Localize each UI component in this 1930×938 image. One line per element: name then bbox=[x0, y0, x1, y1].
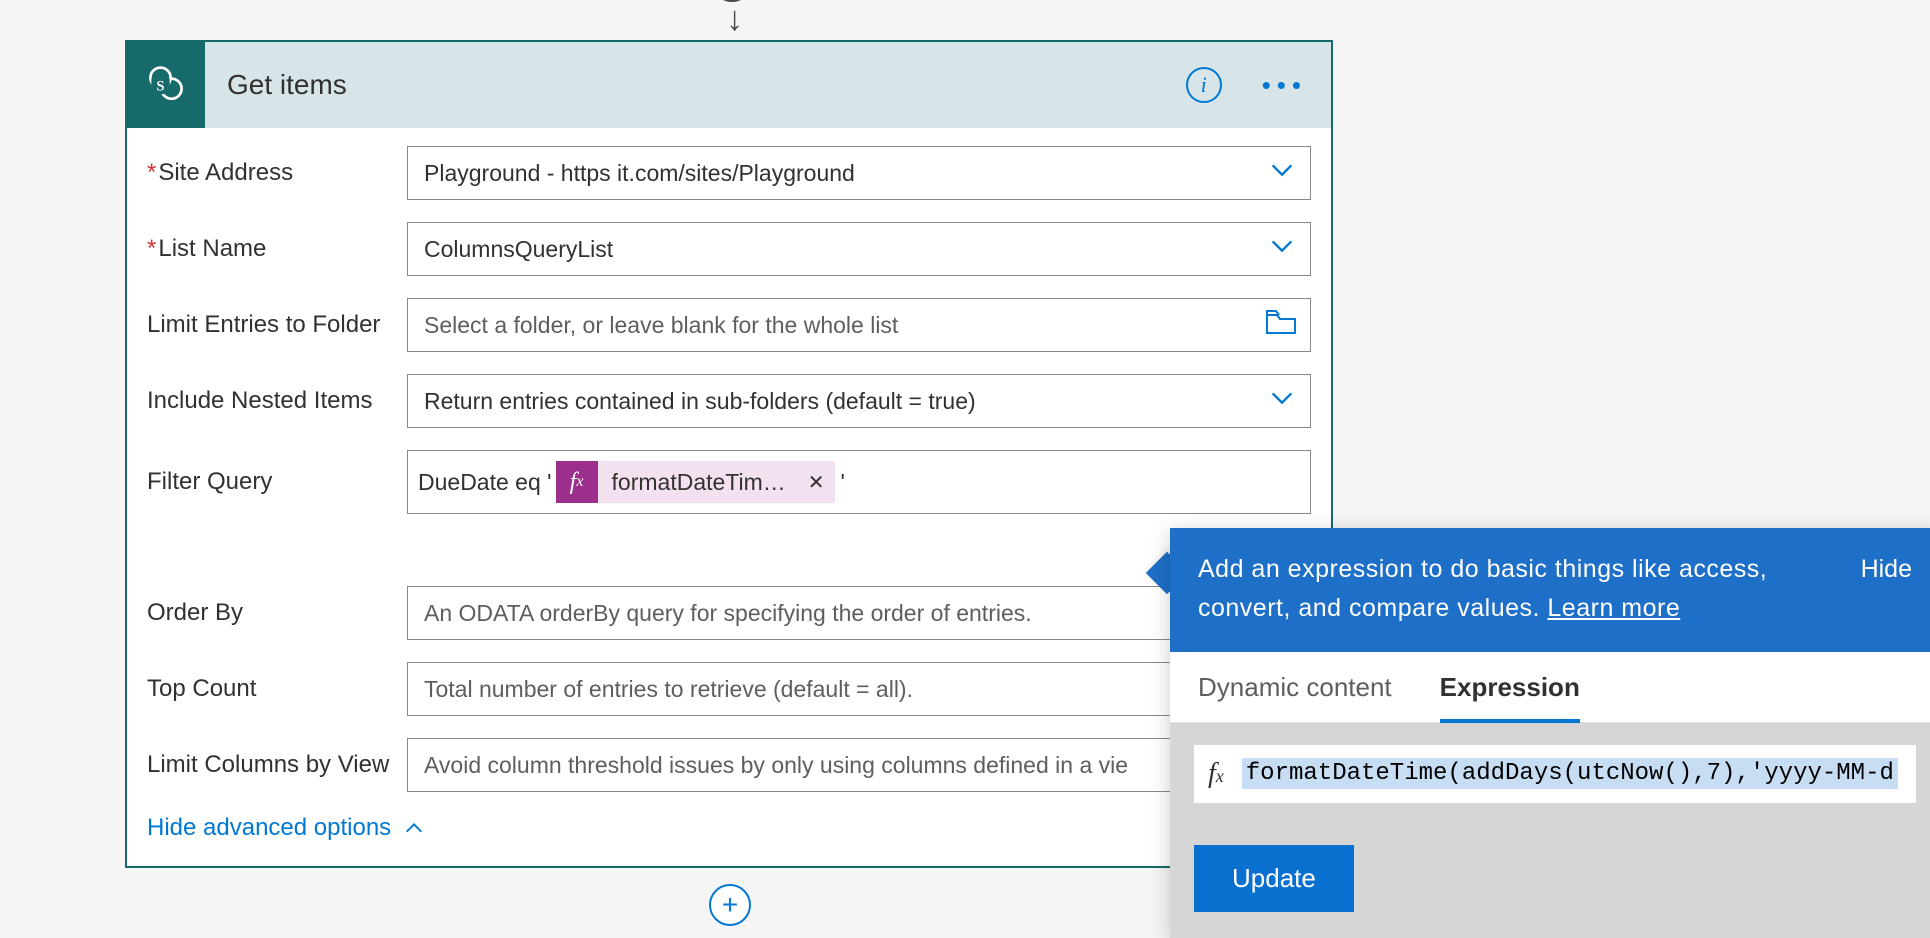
chevron-down-icon[interactable] bbox=[1268, 232, 1296, 266]
more-icon[interactable]: ••• bbox=[1262, 70, 1307, 101]
action-header[interactable]: S Get items i ••• bbox=[127, 42, 1331, 128]
field-list-name[interactable]: ColumnsQueryList bbox=[407, 222, 1311, 276]
label-include-nested: Include Nested Items bbox=[147, 387, 407, 415]
chevron-down-icon[interactable] bbox=[1268, 156, 1296, 190]
field-filter-query[interactable]: DueDate eq ' fx formatDateTim… ✕ ' bbox=[407, 450, 1311, 514]
tab-expression[interactable]: Expression bbox=[1440, 672, 1580, 723]
action-card-get-items: S Get items i ••• *Site Address Playgrou… bbox=[125, 40, 1333, 868]
tab-dynamic-content[interactable]: Dynamic content bbox=[1198, 672, 1392, 722]
expression-desc: Add an expression to do basic things lik… bbox=[1198, 555, 1767, 622]
add-step-button[interactable]: + bbox=[709, 884, 751, 926]
expression-token[interactable]: fx formatDateTim… ✕ bbox=[556, 461, 835, 503]
label-limit-columns-view: Limit Columns by View bbox=[147, 751, 407, 779]
info-icon[interactable]: i bbox=[1186, 67, 1222, 103]
hide-advanced-options-link[interactable]: Hide advanced options bbox=[147, 814, 1311, 842]
label-limit-folder: Limit Entries to Folder bbox=[147, 311, 407, 339]
expression-code: formatDateTime(addDays(utcNow(),7),'yyyy… bbox=[1242, 758, 1898, 789]
field-site-address[interactable]: Playground - https it.com/sites/Playgrou… bbox=[407, 146, 1311, 200]
filter-suffix-text: ' bbox=[839, 469, 847, 496]
remove-token-icon[interactable]: ✕ bbox=[798, 470, 835, 495]
sharepoint-icon: S bbox=[127, 42, 205, 128]
expression-panel-header: Add an expression to do basic things lik… bbox=[1170, 528, 1930, 652]
hide-panel-link[interactable]: Hide bbox=[1861, 550, 1912, 628]
folder-icon[interactable] bbox=[1266, 309, 1296, 341]
field-include-nested[interactable]: Return entries contained in sub-folders … bbox=[407, 374, 1311, 428]
expression-input[interactable]: fx formatDateTime(addDays(utcNow(),7),'y… bbox=[1194, 745, 1916, 803]
svg-text:S: S bbox=[156, 79, 164, 95]
fx-icon: fx bbox=[556, 461, 598, 503]
action-title: Get items bbox=[227, 69, 1186, 101]
label-list-name: *List Name bbox=[147, 235, 407, 263]
connector-arrow-in: ↓ bbox=[714, 0, 754, 40]
update-button[interactable]: Update bbox=[1194, 845, 1354, 912]
filter-prefix-text: DueDate eq ' bbox=[418, 469, 552, 496]
label-order-by: Order By bbox=[147, 599, 407, 627]
label-site-address: *Site Address bbox=[147, 159, 407, 187]
learn-more-link[interactable]: Learn more bbox=[1547, 594, 1680, 622]
label-top-count: Top Count bbox=[147, 675, 407, 703]
label-filter-query: Filter Query bbox=[147, 468, 407, 496]
chevron-down-icon[interactable] bbox=[1268, 384, 1296, 418]
expression-tabs: Dynamic content Expression bbox=[1170, 652, 1930, 723]
expression-editor-panel: Add an expression to do basic things lik… bbox=[1170, 528, 1930, 938]
field-limit-folder[interactable]: Select a folder, or leave blank for the … bbox=[407, 298, 1311, 352]
fx-icon: fx bbox=[1208, 758, 1224, 790]
